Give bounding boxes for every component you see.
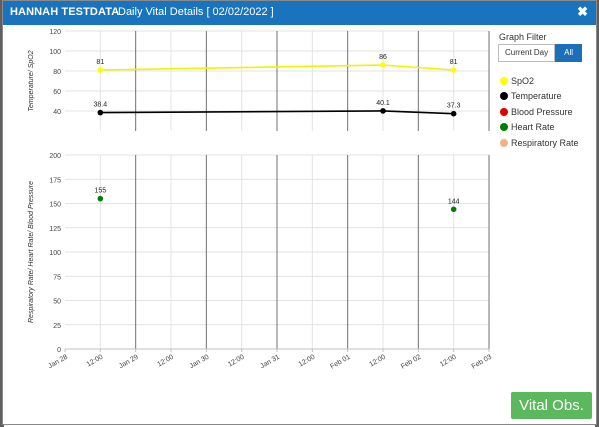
legend-dot-icon xyxy=(500,138,508,147)
legend-label: SpO2 xyxy=(511,75,535,86)
data-label: 86 xyxy=(379,54,387,61)
y-tick-label: 50 xyxy=(53,299,61,306)
data-label: 81 xyxy=(96,59,104,66)
x-tick-label: Jan 30 xyxy=(189,354,211,371)
x-tick-label: 12:00 xyxy=(227,354,246,369)
legend-dot-icon xyxy=(500,76,508,85)
legend-label: Temperature xyxy=(511,91,562,102)
legend-item-spo2[interactable]: SpO2 xyxy=(500,73,579,89)
legend-dot-icon xyxy=(500,107,508,116)
x-tick-label: Jan 29 xyxy=(118,354,140,371)
data-point-spo2 xyxy=(450,67,457,73)
x-tick-label: 12:00 xyxy=(368,354,387,369)
chart-legend: SpO2 Temperature Blood Pressure Heart Ra… xyxy=(500,73,579,151)
data-point-spo2 xyxy=(380,62,386,68)
data-label: 155 xyxy=(94,188,106,195)
close-icon[interactable]: ✖ xyxy=(577,4,588,19)
y-tick-label: 125 xyxy=(49,226,61,233)
legend-item-respiratory-rate[interactable]: Respiratory Rate xyxy=(500,135,579,151)
y-tick-label: 60 xyxy=(53,89,61,96)
y-tick-label: 0 xyxy=(57,347,61,354)
legend-label: Blood Pressure xyxy=(511,106,573,117)
x-tick-label: 12:00 xyxy=(156,354,175,369)
y-tick-label: 175 xyxy=(49,177,61,184)
x-tick-label: Jan 28 xyxy=(47,354,69,371)
legend-item-temperature[interactable]: Temperature xyxy=(500,89,579,105)
y-tick-label: 200 xyxy=(49,153,61,160)
legend-item-heart-rate[interactable]: Heart Rate xyxy=(500,120,579,136)
graph-filter-toggle: Current Day All xyxy=(498,44,583,62)
data-point-temperature xyxy=(97,109,104,116)
data-label: 81 xyxy=(450,59,458,66)
legend-dot-icon xyxy=(500,123,508,132)
filter-current-day-button[interactable]: Current Day xyxy=(498,44,556,62)
legend-dot-icon xyxy=(500,92,508,101)
y-tick-label: 25 xyxy=(53,323,61,330)
x-tick-label: Feb 01 xyxy=(329,354,351,371)
data-label: 144 xyxy=(448,198,460,205)
y-axis-label: Respiratory Rate/ Heart Rate/ Blood Pres… xyxy=(28,181,35,323)
data-point-spo2 xyxy=(97,67,104,73)
y-tick-label: 100 xyxy=(49,250,61,257)
y-tick-label: 40 xyxy=(53,109,61,116)
y-tick-label: 75 xyxy=(53,274,61,281)
backdrop-right-edge xyxy=(595,0,599,427)
x-tick-label: 12:00 xyxy=(298,354,317,369)
vitals-chart: 40 60 80 100 120 Temperature/ SpO2 81 86 81 38.4 4… xyxy=(28,29,493,371)
y-tick-label: 80 xyxy=(53,69,61,76)
data-point-heart-rate xyxy=(450,206,457,213)
y-tick-label: 120 xyxy=(49,29,61,36)
data-point-heart-rate xyxy=(97,195,104,202)
x-tick-label: Feb 03 xyxy=(471,354,493,371)
dialog-subtitle: Daily Vital Details [ 02/02/2022 ] xyxy=(118,6,274,18)
x-tick-label: 12:00 xyxy=(439,354,458,369)
x-tick-label: 12:00 xyxy=(86,354,105,369)
legend-item-blood-pressure[interactable]: Blood Pressure xyxy=(500,104,579,120)
dialog-titlebar: HANNAH TESTDATA Daily Vital Details [ 02… xyxy=(3,1,596,25)
data-label: 37.3 xyxy=(447,103,461,110)
graph-filter-title: Graph Filter xyxy=(499,32,547,42)
x-tick-label: Jan 31 xyxy=(259,354,281,371)
data-point-temperature xyxy=(380,108,386,114)
patient-name: HANNAH TESTDATA xyxy=(10,6,120,18)
data-point-temperature xyxy=(450,110,457,117)
legend-label: Respiratory Rate xyxy=(511,137,579,148)
y-tick-label: 150 xyxy=(49,202,61,209)
y-axis-label: Temperature/ SpO2 xyxy=(28,50,35,111)
data-label: 40.1 xyxy=(376,100,390,107)
x-tick-label: Feb 02 xyxy=(400,354,422,371)
vital-obs-button[interactable]: Vital Obs. xyxy=(511,392,592,419)
y-tick-label: 100 xyxy=(49,49,61,56)
data-label: 38.4 xyxy=(94,102,108,109)
legend-label: Heart Rate xyxy=(511,122,555,133)
filter-all-button[interactable]: All xyxy=(555,44,583,62)
